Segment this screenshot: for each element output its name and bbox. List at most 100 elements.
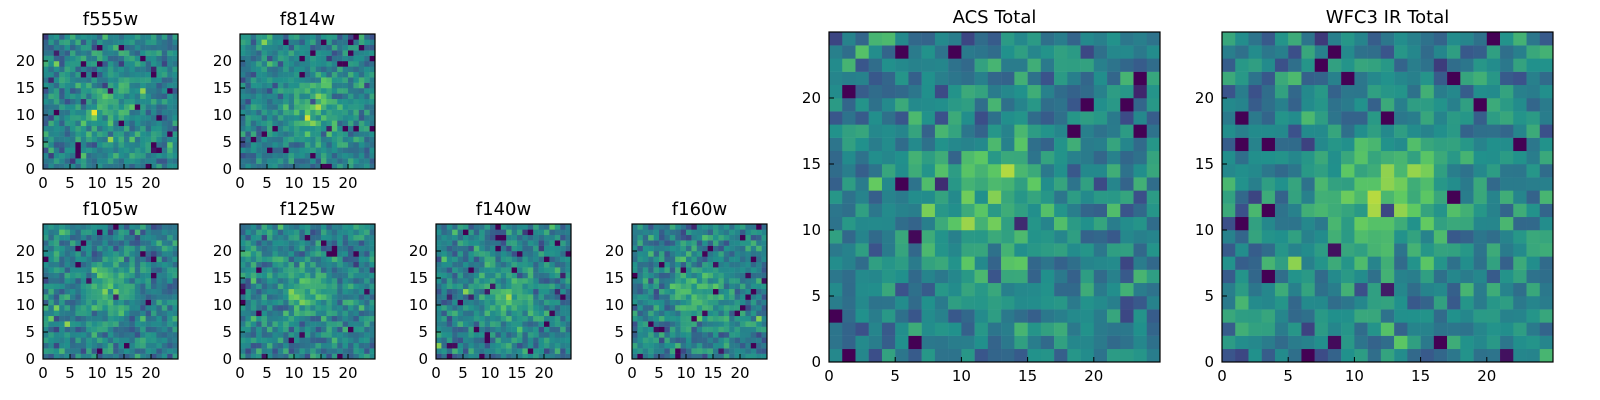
- wfc3-ir-total-cell: [1526, 322, 1541, 336]
- f814w-cell: [369, 61, 376, 67]
- acs-total-cell: [1080, 348, 1095, 363]
- f125w-cell: [299, 310, 306, 317]
- f814w-cell: [321, 66, 327, 73]
- wfc3-ir-total-cell: [1327, 190, 1342, 204]
- f160w-cell: [691, 278, 698, 284]
- f125w-cell: [294, 315, 300, 322]
- f125w-cell: [315, 267, 322, 273]
- f160w-cell: [718, 299, 725, 306]
- f555w-cell: [86, 88, 92, 94]
- f140w-cell: [554, 315, 561, 322]
- f555w-cell: [91, 142, 98, 148]
- f160w-cell: [642, 256, 649, 263]
- f814w-cell: [326, 82, 333, 89]
- f814w-cell: [272, 163, 279, 170]
- f555w-cell: [102, 131, 109, 137]
- f555w-cell: [102, 71, 109, 78]
- f555w-cell: [86, 131, 92, 137]
- f125w-cell: [267, 278, 273, 284]
- f160w-cell: [745, 251, 752, 257]
- f555w-cell: [59, 34, 65, 40]
- f140w-cell: [522, 272, 529, 279]
- acs-total-cell: [1080, 230, 1095, 244]
- f125w-cell: [245, 261, 252, 268]
- acs-total-cell: [1146, 269, 1161, 284]
- acs-total-cell: [961, 190, 975, 204]
- f814w-cell: [299, 125, 306, 132]
- wfc3-ir-total-cell: [1341, 150, 1355, 165]
- f105w-cell: [102, 326, 109, 333]
- f555w-cell: [161, 136, 168, 143]
- f105w-cell: [167, 299, 173, 306]
- f555w-cell: [156, 142, 163, 148]
- f160w-cell: [707, 234, 714, 241]
- f105w-cell: [113, 321, 119, 327]
- f814w-cell: [283, 39, 289, 46]
- f555w-cell: [167, 93, 173, 100]
- wfc3-ir-total-cell: [1327, 137, 1342, 152]
- f555w-cell: [129, 82, 136, 89]
- f814w-cell: [321, 125, 327, 132]
- f160w-cell: [637, 272, 644, 279]
- f105w-cell: [86, 348, 92, 354]
- acs-total-cell: [1014, 243, 1028, 257]
- f105w-cell: [172, 283, 179, 290]
- f140w-cell: [484, 245, 491, 252]
- f140w-cell: [554, 294, 561, 300]
- f105w-cell: [80, 283, 87, 290]
- f140w-cell: [538, 272, 545, 279]
- acs-total-cell: [842, 190, 856, 204]
- f105w-cell: [167, 267, 173, 273]
- acs-total-cell: [921, 269, 936, 284]
- f814w-cell: [321, 34, 327, 40]
- f105w-cell: [107, 267, 114, 273]
- f140w-cell: [436, 299, 442, 306]
- f555w-cell: [43, 98, 49, 105]
- f160w-cell: [653, 245, 660, 252]
- f125w-cell: [369, 288, 376, 295]
- f814w-cell: [256, 152, 262, 159]
- f814w-cell: [348, 88, 354, 94]
- f140w-cell: [538, 348, 545, 354]
- acs-total-cell: [829, 348, 843, 363]
- f105w-cell: [102, 256, 109, 263]
- f125w-cell: [342, 353, 349, 360]
- wfc3-ir-total-cell: [1447, 137, 1461, 152]
- f160w-cell: [702, 234, 708, 241]
- f555w-cell: [113, 131, 119, 137]
- f125w-cell: [299, 315, 306, 322]
- f555w-cell: [151, 44, 157, 51]
- f140w-cell: [527, 337, 534, 344]
- f814w-cell: [240, 50, 246, 56]
- f140w-cell: [554, 326, 561, 333]
- f814w-cell: [342, 50, 349, 56]
- f555w-cell: [113, 104, 119, 110]
- f555w-cell: [59, 142, 65, 148]
- f105w-cell: [172, 278, 179, 284]
- wfc3-ir-total-cell: [1248, 322, 1262, 336]
- f160w-cell: [669, 337, 676, 344]
- f105w-cell: [113, 337, 119, 344]
- f105w-cell: [59, 267, 65, 273]
- acs-total-cell: [1080, 203, 1095, 218]
- f125w-cell: [348, 261, 354, 268]
- f555w-cell: [172, 163, 179, 170]
- f160w-cell: [669, 348, 676, 354]
- f105w-cell: [161, 299, 168, 306]
- acs-total-cell: [908, 309, 922, 323]
- f555w-cell: [124, 39, 130, 46]
- f814w-cell: [337, 98, 343, 105]
- f140w-cell: [533, 332, 539, 338]
- f160w-cell: [675, 251, 681, 257]
- wfc3-ir-total-cell: [1261, 137, 1276, 152]
- f555w-cell: [124, 93, 130, 100]
- acs-total-cell: [842, 203, 856, 218]
- f814w-cell: [250, 142, 257, 148]
- f125w-cell: [304, 240, 311, 246]
- f160w-cell: [761, 310, 768, 317]
- f814w-cell: [299, 93, 306, 100]
- f140w-cell: [560, 353, 566, 360]
- f140w-cell: [484, 326, 491, 333]
- f140w-cell: [522, 326, 529, 333]
- f160w-cell: [675, 332, 681, 338]
